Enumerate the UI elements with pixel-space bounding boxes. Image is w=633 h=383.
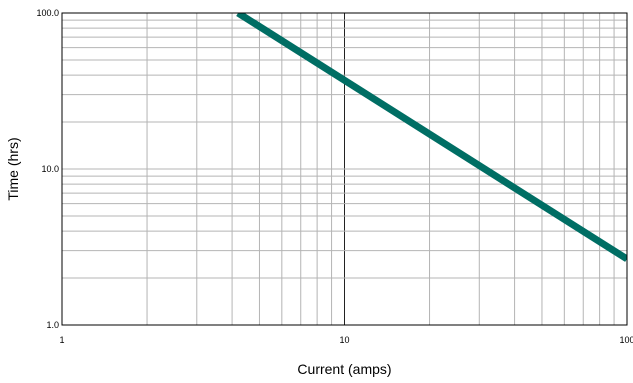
- x-tick-labels: 1 10 100: [59, 335, 633, 345]
- y-tick-label: 100.0: [36, 8, 59, 18]
- y-tick-label: 10.0: [41, 164, 59, 174]
- x-tick-label: 1: [59, 335, 64, 345]
- y-tick-labels: 1.0 10.0 100.0: [36, 8, 59, 330]
- y-tick-label: 1.0: [46, 320, 59, 330]
- y-axis-title: Time (hrs): [5, 137, 21, 200]
- x-axis-title: Current (amps): [297, 361, 391, 377]
- plot-frame: [61, 12, 628, 326]
- series-layer: [236, 13, 627, 262]
- series-line: [236, 13, 627, 262]
- x-tick-label: 100: [619, 335, 633, 345]
- x-tick-label: 10: [339, 335, 349, 345]
- grid: [61, 13, 627, 326]
